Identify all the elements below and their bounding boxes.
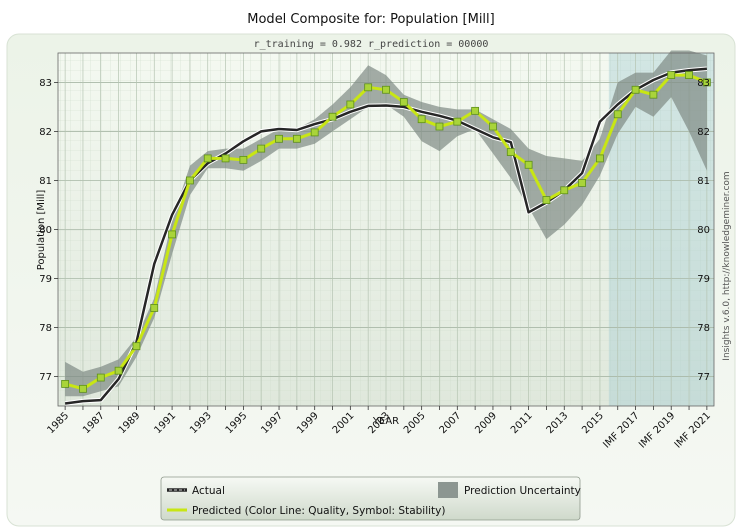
y-tick-label-right: 77	[697, 372, 710, 383]
legend-actual-label: Actual	[192, 485, 225, 497]
legend-predicted-label: Predicted (Color Line: Quality, Symbol: …	[192, 505, 445, 517]
predicted-point	[382, 85, 390, 94]
predicted-point	[96, 373, 105, 382]
predicted-point	[203, 154, 212, 163]
predicted-point	[257, 144, 266, 153]
y-tick-label-right: 79	[697, 274, 710, 285]
predicted-point	[453, 117, 462, 126]
actual-line	[64, 67, 708, 405]
predicted-point	[168, 230, 176, 239]
y-tick-label-right: 82	[697, 127, 710, 138]
predicted-point	[471, 106, 480, 115]
y-tick-label-right: 83	[697, 78, 710, 89]
predicted-point	[186, 176, 194, 185]
predicted-point	[524, 160, 533, 169]
predicted-point	[150, 304, 159, 312]
major-grid	[58, 53, 714, 406]
predicted-point	[417, 115, 426, 124]
y-tick-label: 80	[39, 225, 52, 236]
predicted-point	[542, 196, 551, 204]
predicted-point	[613, 110, 622, 119]
predicted-point	[61, 380, 70, 388]
predicted-point	[328, 112, 337, 121]
y-tick-label-right: 78	[697, 323, 710, 334]
predicted-point	[560, 186, 569, 195]
predicted-point	[435, 122, 444, 131]
credit-text: Insights v.6.0, http://knowledgeminer.co…	[722, 171, 732, 360]
y-tick-label: 77	[39, 372, 52, 383]
y-axis-right: 77 78 79 80 81 82 83	[697, 78, 710, 383]
plot-area	[57, 50, 715, 407]
predicted-point	[346, 100, 355, 109]
y-tick-label: 79	[39, 274, 52, 285]
y-tick-label: 78	[39, 323, 52, 334]
predicted-point	[596, 154, 604, 163]
legend-uncertainty-swatch	[438, 482, 458, 498]
legend: Actual Predicted (Color Line: Quality, S…	[160, 476, 581, 521]
legend-uncertainty-label: Prediction Uncertainty	[464, 485, 581, 497]
y-axis-left: 77 78 79 80 81 82 83	[39, 78, 58, 383]
predicted-point	[578, 179, 586, 187]
predicted-point	[399, 98, 408, 106]
y-tick-label: 83	[39, 78, 52, 89]
predicted-point	[667, 71, 676, 79]
legend-box	[160, 476, 581, 521]
y-tick-label: 81	[39, 176, 52, 187]
y-tick-label: 82	[39, 127, 52, 138]
predicted-point	[506, 148, 515, 156]
predicted-point	[79, 384, 87, 393]
predicted-point	[631, 85, 640, 94]
predicted-point	[221, 154, 230, 163]
chart-title: Model Composite for: Population [Mill]	[247, 12, 494, 27]
predicted-point	[239, 155, 248, 164]
predicted-point	[292, 134, 301, 143]
chart-subtitle: r_training = 0.982 r_prediction = 00000	[254, 39, 489, 50]
predicted-point	[132, 342, 141, 351]
y-axis-label: Population [Mill]	[36, 190, 47, 271]
predicted-point	[364, 83, 373, 92]
predicted-point	[489, 122, 497, 131]
predicted-point	[114, 366, 123, 375]
x-axis-label: YEAR	[372, 416, 399, 427]
predicted-points	[61, 71, 711, 393]
y-tick-label-right: 81	[697, 176, 710, 187]
predicted-point	[702, 78, 711, 87]
predicted-point	[310, 128, 319, 137]
predicted-point	[275, 134, 283, 143]
predicted-point	[649, 90, 658, 99]
predicted-point	[685, 71, 693, 79]
y-tick-label-right: 80	[697, 225, 710, 236]
